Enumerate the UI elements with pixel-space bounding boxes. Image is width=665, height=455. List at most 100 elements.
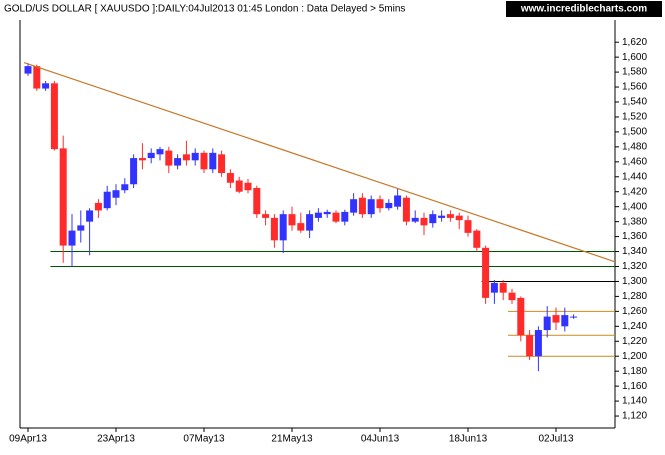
- candle-body: [42, 83, 50, 89]
- candle-body: [218, 154, 226, 174]
- y-tick-label: 1,420: [622, 186, 647, 197]
- candle-body: [385, 202, 393, 209]
- x-tick-label: 21May13: [271, 434, 313, 445]
- candle-body: [50, 83, 58, 150]
- y-tick-label: 1,160: [622, 381, 647, 392]
- candle-body: [226, 173, 234, 183]
- candle-body: [156, 149, 164, 155]
- candle-body: [446, 214, 454, 218]
- candle-body: [288, 214, 296, 226]
- candle-body: [534, 330, 542, 357]
- candle-body: [191, 152, 199, 161]
- candle-body: [341, 211, 349, 222]
- candle-body: [235, 180, 243, 192]
- candle-body: [543, 316, 551, 331]
- y-tick-label: 1,500: [622, 127, 647, 138]
- candle-body: [270, 217, 278, 241]
- y-tick-label: 1,600: [622, 52, 647, 63]
- candle-body: [112, 190, 120, 198]
- y-tick-label: 1,560: [622, 82, 647, 93]
- source: www.incrediblecharts.com: [520, 4, 647, 15]
- candle-body: [358, 197, 366, 215]
- candle-body: [499, 282, 507, 293]
- candle-body: [411, 217, 419, 222]
- candle-body: [367, 199, 375, 215]
- candle-body: [420, 217, 428, 226]
- y-tick-label: 1,620: [622, 37, 647, 48]
- candle-body: [517, 297, 525, 336]
- x-tick-label: 18Jun13: [449, 434, 488, 445]
- y-tick-label: 1,520: [622, 112, 647, 123]
- candle-body: [279, 214, 287, 241]
- candle-body: [121, 184, 129, 191]
- candle-body: [77, 225, 85, 231]
- candle-body: [306, 214, 314, 231]
- y-tick-label: 1,340: [622, 246, 647, 257]
- y-tick-label: 1,300: [622, 276, 647, 287]
- candle-body: [350, 199, 358, 213]
- candle-body: [297, 223, 305, 231]
- y-tick-label: 1,120: [622, 411, 647, 422]
- candle-body: [552, 315, 560, 323]
- candle-body: [561, 315, 569, 327]
- candle-body: [59, 148, 67, 246]
- candle-body: [200, 152, 208, 170]
- candle-body: [464, 220, 472, 233]
- candle-body: [244, 182, 252, 191]
- candle-body: [455, 215, 463, 221]
- y-tick-label: 1,380: [622, 216, 647, 227]
- candle-body: [570, 316, 578, 318]
- y-tick-label: 1,440: [622, 171, 647, 182]
- y-tick-label: 1,260: [622, 306, 647, 317]
- candle-body: [332, 212, 340, 222]
- candle-body: [209, 152, 217, 170]
- y-tick-label: 1,460: [622, 156, 647, 167]
- candle-body: [147, 152, 155, 159]
- x-tick-label: 23Apr13: [97, 434, 135, 445]
- candle-body: [262, 214, 270, 218]
- candle-body: [253, 187, 261, 215]
- candle-body: [376, 199, 384, 209]
- y-tick-label: 1,360: [622, 231, 647, 242]
- y-tick-label: 1,280: [622, 291, 647, 302]
- candle-body: [24, 66, 32, 74]
- candle-body: [174, 158, 182, 166]
- candle-body: [526, 335, 534, 357]
- candle-body: [473, 230, 481, 248]
- x-tick-label: 04Jun13: [361, 434, 400, 445]
- candle-body: [438, 215, 446, 218]
- candle-body: [94, 202, 102, 211]
- trend-line: [23, 61, 616, 263]
- x-tick-label: 07May13: [183, 434, 225, 445]
- y-tick-label: 1,140: [622, 396, 647, 407]
- candle-body: [138, 158, 146, 161]
- candle-body: [68, 230, 76, 246]
- candle-body: [429, 214, 437, 224]
- candle-body: [482, 247, 490, 298]
- candle-body: [323, 211, 331, 215]
- candle-body: [130, 158, 138, 185]
- candle-body: [33, 66, 41, 89]
- x-tick-label: 02Jul13: [538, 434, 573, 445]
- y-tick-label: 1,240: [622, 321, 647, 332]
- candle-body: [508, 292, 516, 301]
- x-tick-label: 09Apr13: [9, 434, 47, 445]
- chart-title: GOLD/US DOLLAR [ XAUUSDO ]:DAILY:04Jul20…: [4, 4, 405, 15]
- candle-body: [86, 210, 94, 222]
- y-tick-label: 1,200: [622, 351, 647, 362]
- candle-body: [394, 195, 402, 207]
- candle-body: [165, 150, 173, 166]
- y-tick-label: 1,480: [622, 142, 647, 153]
- y-tick-label: 1,220: [622, 336, 647, 347]
- candle-body: [314, 212, 322, 218]
- candle-body: [182, 154, 190, 161]
- source-box: [506, 1, 662, 17]
- candle-body: [490, 282, 498, 293]
- y-tick-label: 1,540: [622, 97, 647, 108]
- candle-body: [402, 197, 410, 222]
- y-tick-label: 1,180: [622, 366, 647, 377]
- candle-body: [103, 191, 111, 209]
- y-tick-label: 1,580: [622, 67, 647, 78]
